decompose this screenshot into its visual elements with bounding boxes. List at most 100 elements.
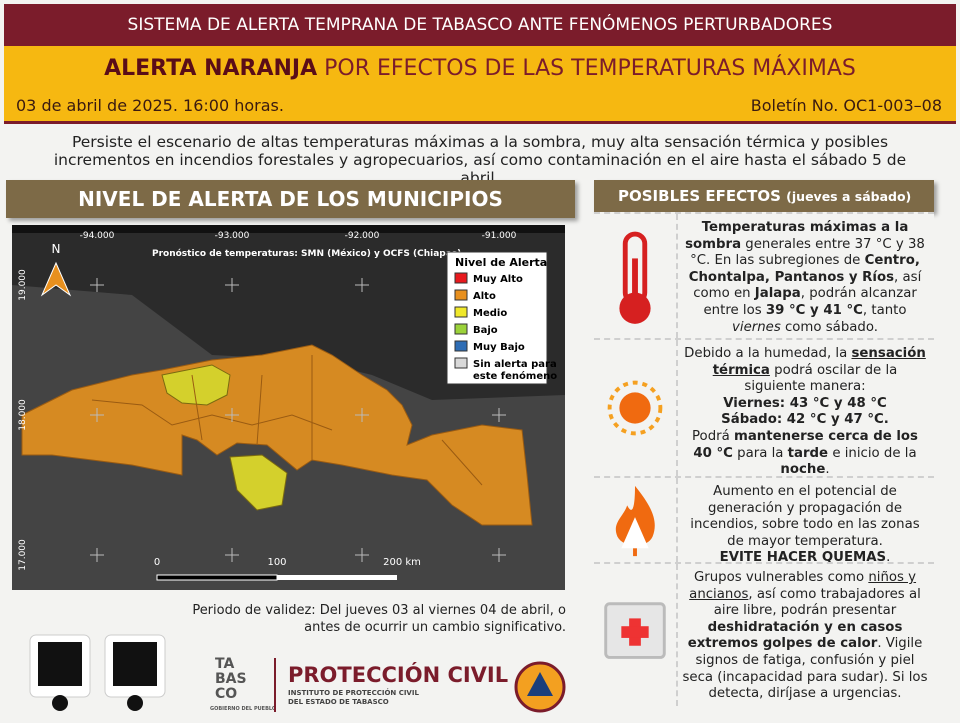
legend-label: Alto	[473, 291, 496, 302]
seg: podrá oscilar de la siguiente manera:	[744, 362, 898, 395]
effect-text: Aumento en el potencial de generación y …	[682, 484, 928, 567]
validity: Periodo de validez: Del jueves 03 al vie…	[192, 603, 566, 635]
effect-row: Aumento en el potencial de generación y …	[594, 476, 934, 565]
first-aid-icon	[604, 564, 678, 706]
seg: , así como en	[693, 269, 922, 302]
system-banner: SISTEMA DE ALERTA TEMPRANA DE TABASCO AN…	[4, 4, 956, 46]
effect-row: Temperaturas máximas a la sombra general…	[594, 212, 934, 338]
thermometer-icon	[619, 214, 678, 338]
effect-text: Temperaturas máximas a la sombra general…	[682, 220, 928, 336]
logo-line: BAS	[215, 671, 247, 687]
seg: e inicio de la	[828, 445, 917, 461]
alert-cause: POR EFECTOS DE LAS TEMPERATURAS MÁXIMAS	[324, 56, 856, 81]
graticule-cross	[90, 278, 104, 292]
graticule-cross	[225, 278, 239, 292]
graticule-cross	[225, 408, 239, 422]
seg: viernes	[732, 319, 781, 335]
seg: Aumento en el potencial de generación y …	[690, 484, 920, 549]
seg: deshidratación y en casos extremos golpe…	[687, 619, 903, 652]
seg: , podrán alcanzar entre los	[703, 286, 917, 318]
agency-name: PROTECCIÓN CIVIL	[288, 662, 508, 687]
logo-line: CO	[215, 686, 237, 702]
legend: Nivel de Alerta Muy Alto Alto Medio Bajo Muy…	[446, 251, 557, 385]
lat-tick-label: 19.000	[18, 269, 28, 301]
alert-title: ALERTA NARANJA POR EFECTOS DE LAS TEMPER…	[4, 56, 956, 81]
scale-bar: 0 100 200 km	[154, 557, 421, 581]
title-band: ALERTA NARANJA POR EFECTOS DE LAS TEMPER…	[4, 46, 956, 124]
legend-swatch	[454, 323, 468, 335]
date: 03 de abril de 2025. 16:00 horas.	[16, 96, 284, 115]
graticule-cross	[355, 408, 369, 422]
bulletin: Boletín No. OC1-003–08	[750, 96, 942, 115]
tabasco-logo: TA BAS CO GOBIERNO DEL PUEBLO	[210, 656, 276, 712]
seg: mantenerse cerca de los 40 °C	[693, 428, 918, 461]
logo-line: TA	[215, 656, 234, 672]
seg: generales entre 37 °C y 38 °C. En las su…	[690, 236, 925, 269]
scale-label: 0	[154, 557, 160, 568]
seg: . Vigile signos de fatiga, confusión y p…	[682, 636, 928, 702]
legend-label-line: Sin alerta para	[473, 359, 557, 370]
agency-sub: INSTITUTO DE PROTECCIÓN CIVIL	[288, 688, 419, 697]
frame	[12, 225, 565, 233]
seg: Temperaturas máximas a la sombra	[685, 220, 909, 252]
graticule: -94.000 -93.000 -92.000 -91.000 19.000 18.000…	[18, 231, 517, 571]
graticule-cross	[90, 548, 104, 562]
municipal-borders	[91, 355, 483, 486]
graticule-cross	[90, 408, 104, 422]
legend-label: Medio	[473, 308, 507, 319]
graticule-cross	[355, 548, 369, 562]
lon-tick-label: -93.000	[215, 231, 250, 241]
legend-swatch	[454, 289, 468, 301]
seg: Grupos vulnerables como	[693, 570, 869, 585]
lat-tick-label: 17.000	[18, 539, 28, 571]
municipalities-alto	[21, 344, 533, 526]
seg: Centro, Chontalpa, Pantanos y Ríos	[688, 253, 920, 285]
system-name: SISTEMA DE ALERTA TEMPRANA DE TABASCO AN…	[127, 15, 833, 35]
legend-swatch	[454, 306, 468, 318]
seal-triangle	[527, 672, 553, 696]
scale-label: 100	[267, 557, 286, 568]
legend-swatch	[454, 357, 468, 369]
effects-title: POSIBLES EFECTOS (jueves a sábado)	[594, 180, 934, 212]
government: GOBIERNO DEL PUEBLO	[210, 706, 276, 712]
qr-code	[38, 642, 82, 686]
seg: niños y ancianos	[689, 570, 917, 602]
legend-title: Nivel de Alerta	[455, 256, 547, 269]
footer: TA BAS CO GOBIERNO DEL PUEBLO PROTECCIÓN…	[29, 634, 566, 713]
graticule-cross	[225, 548, 239, 562]
seg: EVITE HACER QUEMAS	[719, 550, 887, 566]
seg: Debido a la humedad, la	[684, 346, 852, 361]
municipality-medio	[229, 454, 288, 511]
legend-swatch	[454, 272, 468, 284]
north-arrow: N	[40, 242, 72, 297]
sun-icon	[607, 340, 678, 476]
map-title: NIVEL DE ALERTA DE LOS MUNICIPIOS	[6, 180, 575, 218]
lon-tick-label: -92.000	[345, 231, 380, 241]
graticule-cross	[492, 548, 506, 562]
lon-tick-label: -91.000	[482, 231, 517, 241]
effects-subtitle: (jueves a sábado)	[786, 189, 912, 204]
seg: 39 °C y 41 °C	[765, 302, 863, 318]
seg: Podrá	[692, 428, 734, 444]
map-source: Pronóstico de temperaturas: SMN (México)…	[152, 248, 465, 259]
alert-level: ALERTA NARANJA	[104, 56, 318, 81]
seg: noche	[780, 462, 826, 478]
graticule-cross	[492, 408, 506, 422]
seg: , tanto	[862, 302, 907, 318]
map: -94.000 -93.000 -92.000 -91.000 19.000 18.000…	[12, 225, 565, 590]
x-icon	[127, 695, 143, 711]
effect-text: Debido a la humedad, la sensación térmic…	[682, 346, 928, 479]
north-label: N	[52, 242, 61, 256]
legend-swatch	[454, 340, 468, 352]
fire-icon	[615, 478, 678, 562]
seg: Sábado: 42 °C y 47 °C.	[721, 412, 889, 428]
scale-label: 200 km	[383, 557, 421, 568]
legend-label: Muy Alto	[473, 274, 523, 285]
seg: para la	[732, 445, 788, 461]
effect-row: Grupos vulnerables como niños y ancianos…	[594, 562, 934, 706]
legend-label-line: este fenómeno	[473, 370, 557, 382]
seg: Jalapa	[754, 286, 801, 302]
effect-text: Grupos vulnerables como niños y ancianos…	[682, 570, 928, 703]
effect-row: Debido a la humedad, la sensación térmic…	[594, 338, 934, 479]
